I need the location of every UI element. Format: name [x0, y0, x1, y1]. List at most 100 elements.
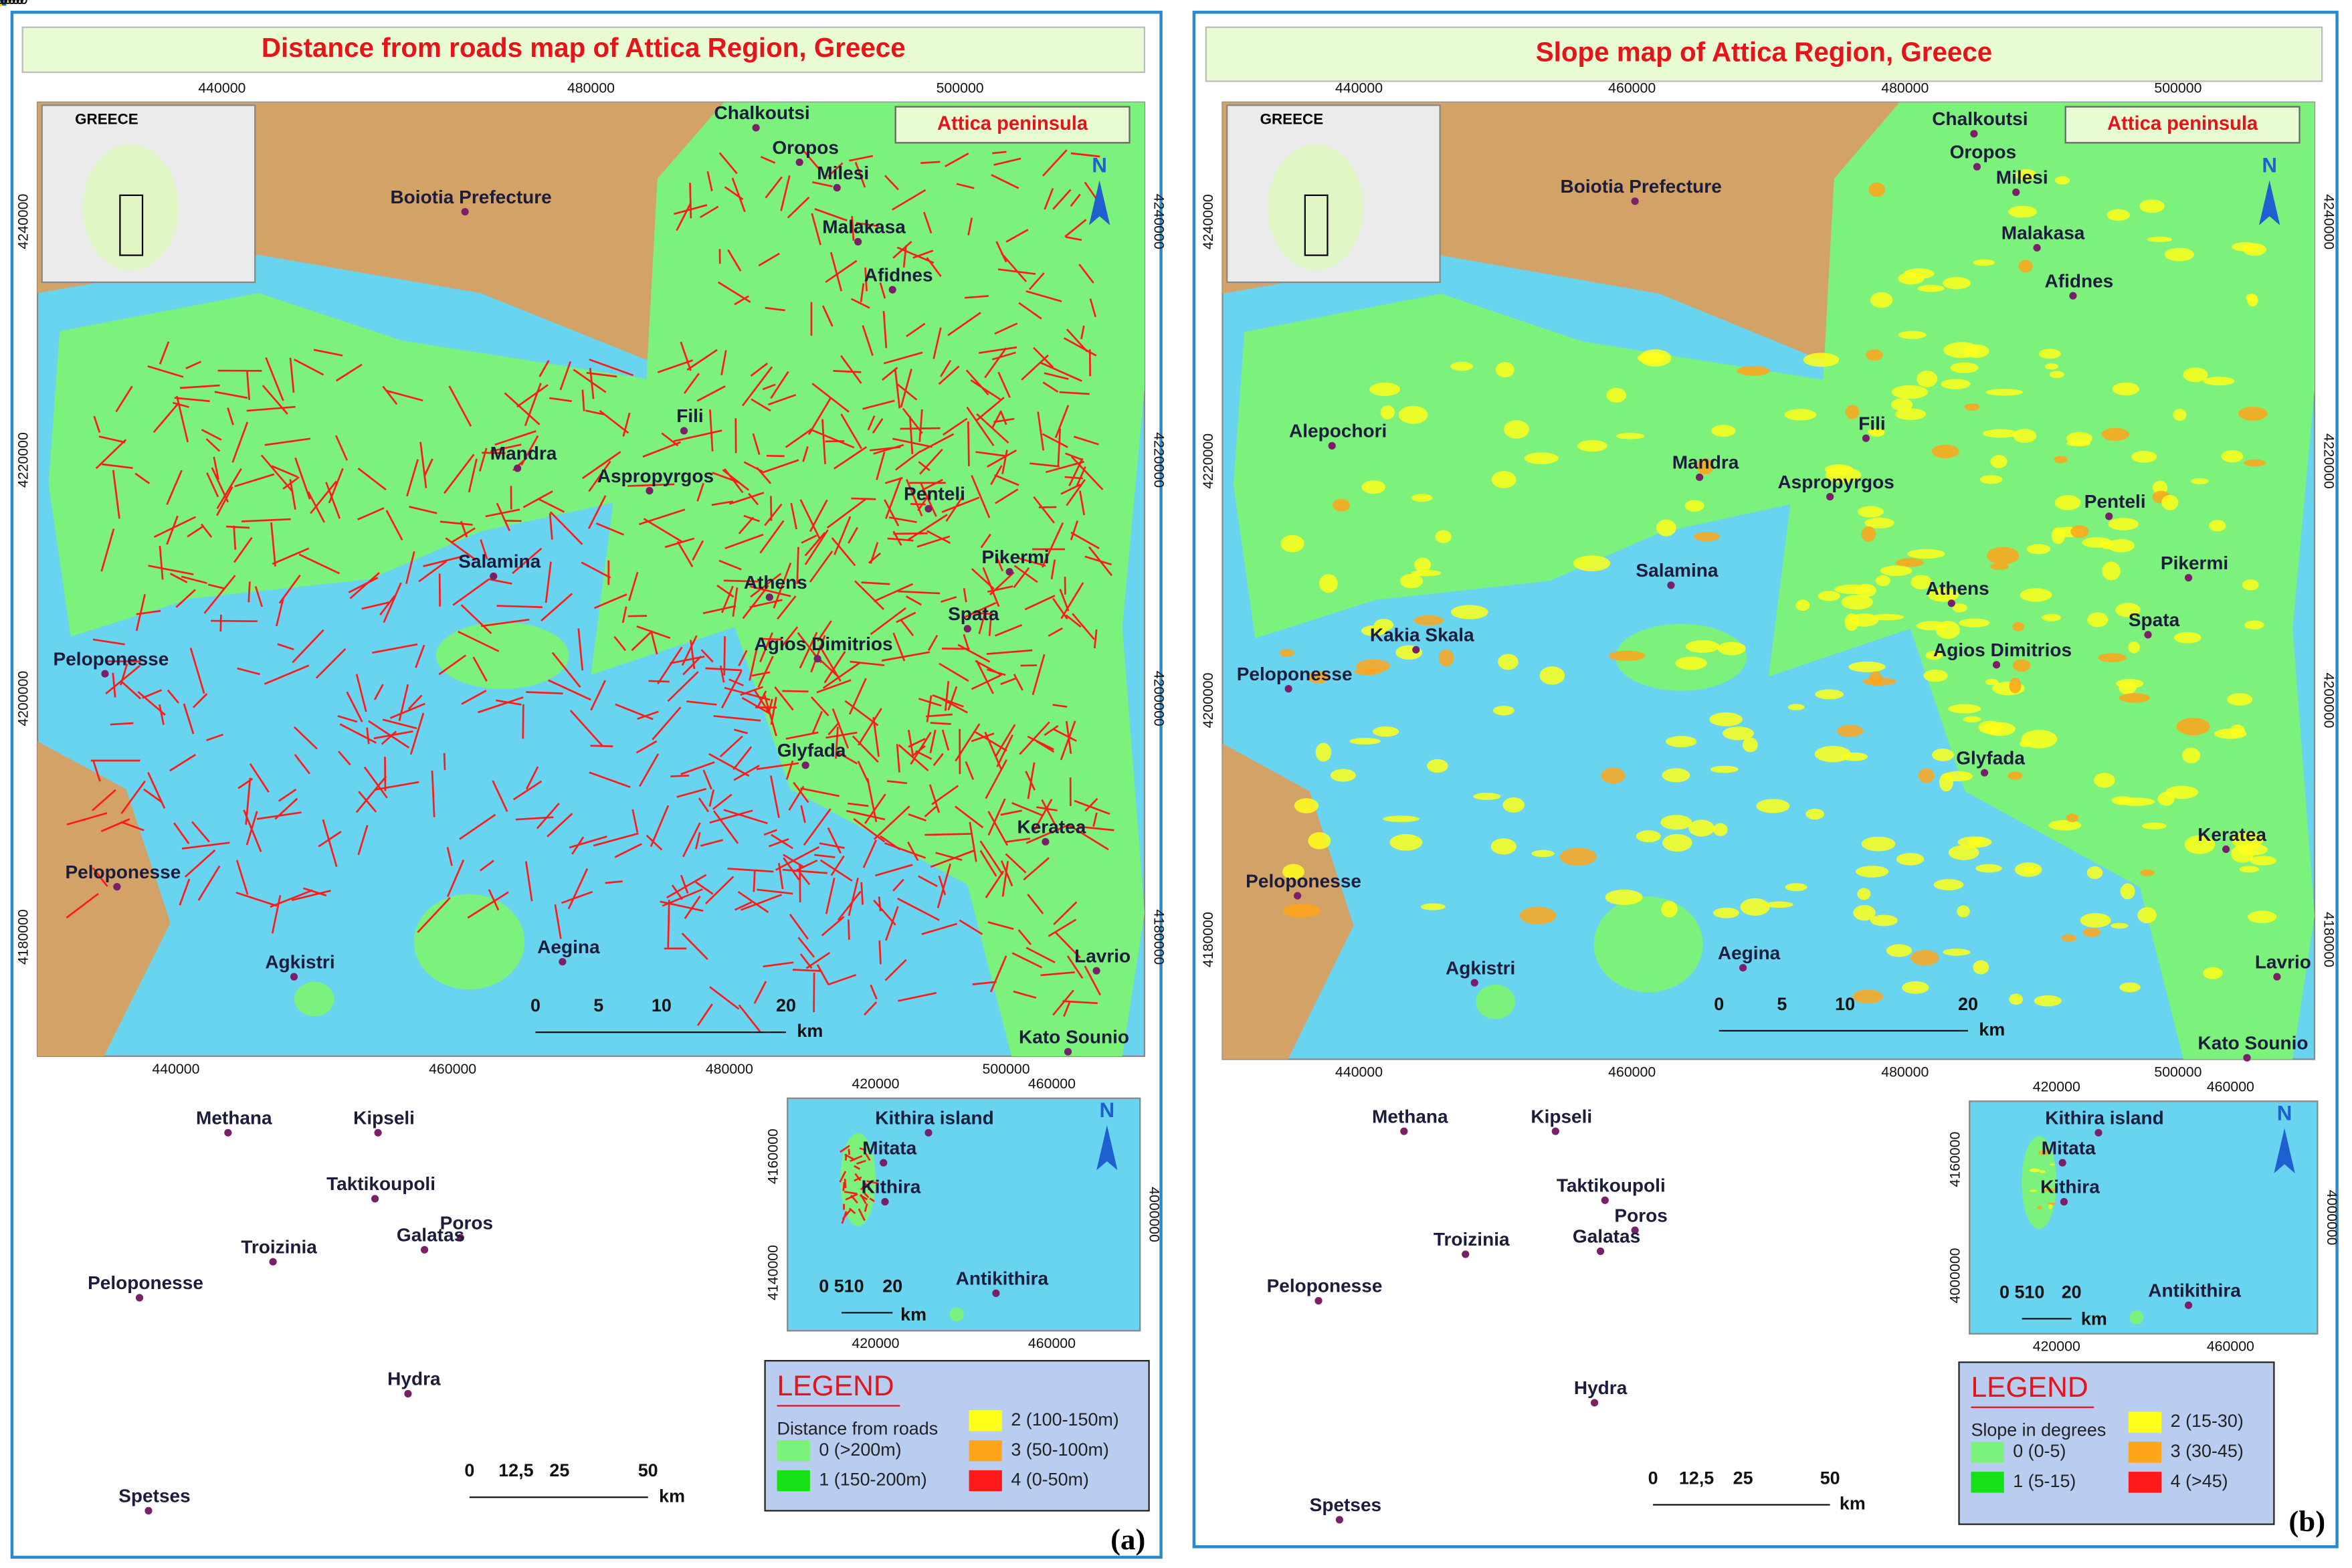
road [931, 785, 959, 805]
slope-patch [2020, 588, 2052, 602]
coordinate-label: 420000 [0, 0, 24, 7]
slope-patch [1765, 901, 1793, 908]
road [386, 389, 423, 402]
slope-patch [1870, 914, 1898, 926]
legend-swatch [2128, 1442, 2162, 1463]
place-label: Boiotia Prefecture [1560, 176, 1721, 197]
slope-patch [2161, 494, 2179, 510]
road [631, 630, 654, 652]
slope-patch [1450, 361, 1473, 371]
road [310, 480, 337, 514]
road [982, 567, 1000, 607]
place-label: Peloponesse [1246, 870, 1361, 891]
road [588, 460, 611, 492]
place-marker [113, 882, 121, 891]
road [1054, 405, 1070, 438]
road [348, 577, 379, 593]
road [695, 881, 714, 895]
road [648, 680, 670, 683]
road [763, 829, 777, 836]
slope-patch [1414, 557, 1432, 572]
road [355, 674, 367, 712]
road [940, 359, 952, 377]
road [166, 515, 179, 545]
place-marker [559, 958, 567, 966]
road [662, 888, 703, 907]
road [972, 981, 997, 985]
road [594, 593, 627, 609]
place-marker [269, 1258, 277, 1266]
place-marker [854, 237, 862, 246]
slope-patch [1332, 498, 1351, 512]
road [896, 383, 918, 401]
road [100, 528, 115, 572]
slope-patch [1577, 439, 1607, 452]
road [423, 458, 433, 477]
road [191, 821, 210, 843]
road [692, 540, 704, 561]
slope-patch [2247, 294, 2258, 307]
road [339, 723, 377, 744]
coordinate-label: 500000 [937, 80, 984, 96]
road [652, 706, 682, 741]
road [967, 421, 970, 467]
slope-patch [1948, 845, 1979, 860]
road [1070, 152, 1100, 158]
road [967, 217, 973, 235]
scale-label: 0 510 [819, 1276, 864, 1296]
road [695, 831, 701, 850]
road [759, 632, 773, 663]
road [1013, 565, 1038, 583]
road [826, 498, 866, 529]
road [512, 780, 543, 801]
road [921, 922, 958, 935]
road [1089, 298, 1097, 318]
road [881, 651, 930, 662]
road [902, 245, 907, 268]
road [828, 974, 857, 985]
road [751, 398, 771, 412]
place-label: Kato Sounio [1019, 1026, 1129, 1047]
coordinate-label: 460000 [1028, 1076, 1076, 1092]
road [955, 723, 981, 762]
road [870, 607, 906, 635]
slope-patch [2244, 459, 2266, 467]
place-marker [1092, 967, 1100, 975]
place-marker [1596, 1247, 1605, 1256]
road [850, 660, 885, 666]
road [461, 690, 487, 705]
road [1042, 149, 1068, 177]
road [908, 813, 926, 821]
road [346, 691, 363, 722]
place-label: Keratea [2197, 824, 2266, 845]
place-label: Kithira [862, 1177, 921, 1197]
slope-patch [2012, 621, 2025, 631]
scale-label: 50 [1820, 1468, 1840, 1488]
place-label: Pikermi [2161, 553, 2228, 573]
road [728, 492, 765, 505]
road [848, 877, 859, 916]
slope-patch [2037, 1205, 2042, 1209]
legend-swatch [2128, 1411, 2162, 1433]
slope-patch [1964, 403, 1980, 411]
road [325, 482, 341, 519]
road [1017, 929, 1032, 945]
road [1065, 614, 1082, 628]
place-marker [1947, 599, 1955, 607]
slope-patch [1880, 565, 1913, 577]
road [987, 450, 1017, 468]
place-marker [924, 1129, 933, 1137]
slope-patch [1861, 836, 1896, 852]
road [1021, 354, 1049, 381]
road [1041, 799, 1060, 831]
slope-patch [1925, 650, 1943, 660]
slope-patch [1855, 583, 1876, 597]
slope-patch [1805, 808, 1825, 820]
road [712, 793, 732, 810]
slope-patch [2191, 478, 2209, 484]
coordinate-label: 480000 [0, 0, 24, 7]
road [965, 295, 989, 299]
slope-patch [2044, 363, 2058, 370]
road [181, 842, 230, 850]
road [919, 433, 955, 453]
